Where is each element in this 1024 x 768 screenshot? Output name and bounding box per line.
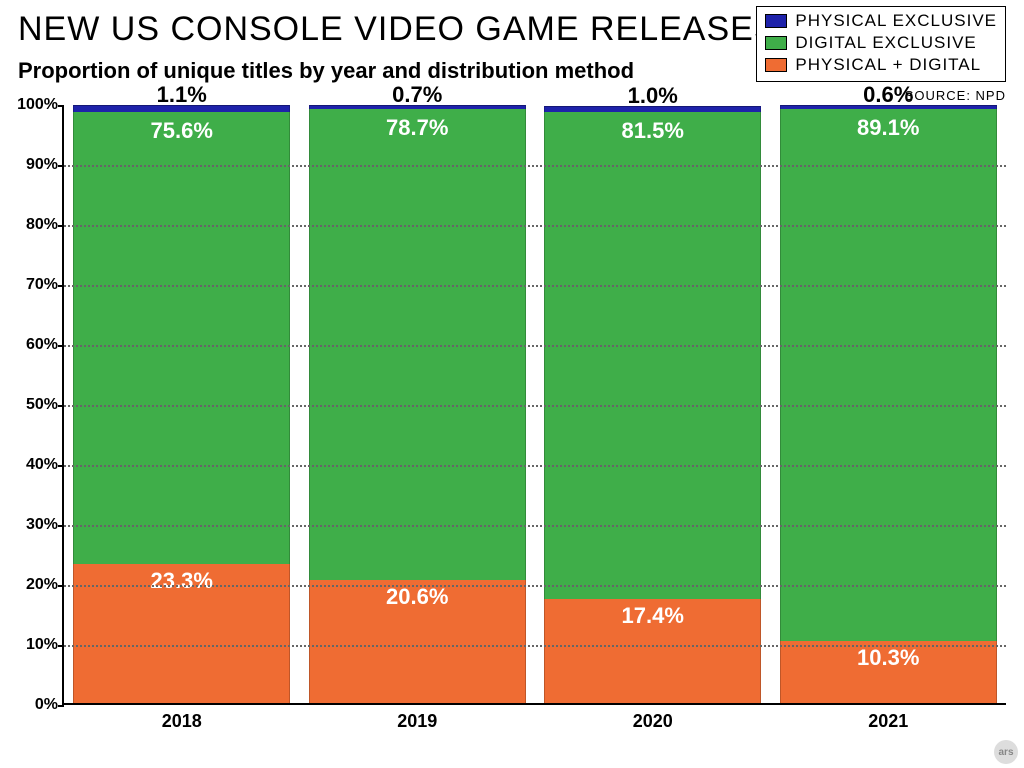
chart-title: NEW US CONSOLE VIDEO GAME RELEASES [18,10,778,49]
y-tick-label: 40% [8,456,58,474]
gridline [64,345,1006,347]
gridline [64,645,1006,647]
y-tick-mark [58,465,64,467]
y-tick-mark [58,405,64,407]
data-label: 20.6% [310,584,525,610]
legend-swatch [765,58,787,72]
data-label: 23.3% [74,568,289,594]
y-tick-label: 60% [8,336,58,354]
legend-label: PHYSICAL EXCLUSIVE [795,11,997,31]
y-tick-mark [58,705,64,707]
x-axis-label: 2019 [309,703,526,732]
legend-swatch [765,14,787,28]
data-label: 78.7% [310,115,525,141]
legend-item: PHYSICAL + DIGITAL [765,54,997,76]
watermark-icon: ars [994,740,1018,764]
data-label: 0.6% [781,82,996,108]
x-axis-label: 2021 [780,703,997,732]
gridline [64,225,1006,227]
data-label: 17.4% [545,603,760,629]
y-tick-mark [58,525,64,527]
x-axis-label: 2020 [544,703,761,732]
data-label: 89.1% [781,115,996,141]
y-tick-label: 80% [8,216,58,234]
legend-swatch [765,36,787,50]
data-label: 1.0% [545,83,760,109]
y-tick-label: 90% [8,156,58,174]
bar-segment-digital-exclusive: 75.6% [73,112,290,564]
gridline [64,405,1006,407]
legend-item: PHYSICAL EXCLUSIVE [765,10,997,32]
chart-container: NEW US CONSOLE VIDEO GAME RELEASES Propo… [0,0,1024,768]
data-label: 1.1% [74,82,289,108]
gridline [64,525,1006,527]
bar-segment-digital-exclusive: 89.1% [780,109,997,642]
bar-column: 0.6%89.1%10.3%2021 [780,105,997,703]
y-tick-label: 70% [8,276,58,294]
data-label: 0.7% [310,82,525,108]
bar-column: 1.1%75.6%23.3%2018 [73,105,290,703]
chart-subtitle: Proportion of unique titles by year and … [18,58,634,84]
data-label: 81.5% [545,118,760,144]
bar-segment-physical-digital: 17.4% [544,599,761,703]
y-tick-mark [58,285,64,287]
x-axis-label: 2018 [73,703,290,732]
y-tick-label: 10% [8,636,58,654]
y-tick-label: 0% [8,696,58,714]
bar-column: 0.7%78.7%20.6%2019 [309,105,526,703]
y-tick-mark [58,225,64,227]
gridline [64,465,1006,467]
y-tick-label: 30% [8,516,58,534]
y-tick-label: 20% [8,576,58,594]
bars-group: 1.1%75.6%23.3%20180.7%78.7%20.6%20191.0%… [64,105,1006,703]
gridline [64,285,1006,287]
bar-column: 1.0%81.5%17.4%2020 [544,105,761,703]
gridline [64,165,1006,167]
legend-item: DIGITAL EXCLUSIVE [765,32,997,54]
plot-area: 1.1%75.6%23.3%20180.7%78.7%20.6%20191.0%… [62,105,1006,705]
y-tick-mark [58,165,64,167]
data-label: 75.6% [74,118,289,144]
y-tick-mark [58,585,64,587]
y-tick-mark [58,345,64,347]
legend: PHYSICAL EXCLUSIVEDIGITAL EXCLUSIVEPHYSI… [756,6,1006,82]
y-tick-mark [58,645,64,647]
data-label: 10.3% [781,645,996,671]
y-tick-label: 50% [8,396,58,414]
y-tick-mark [58,105,64,107]
bar-segment-physical-digital: 10.3% [780,641,997,703]
bar-segment-physical-digital: 20.6% [309,580,526,703]
gridline [64,585,1006,587]
legend-label: DIGITAL EXCLUSIVE [795,33,976,53]
y-tick-label: 100% [8,96,58,114]
legend-label: PHYSICAL + DIGITAL [795,55,981,75]
